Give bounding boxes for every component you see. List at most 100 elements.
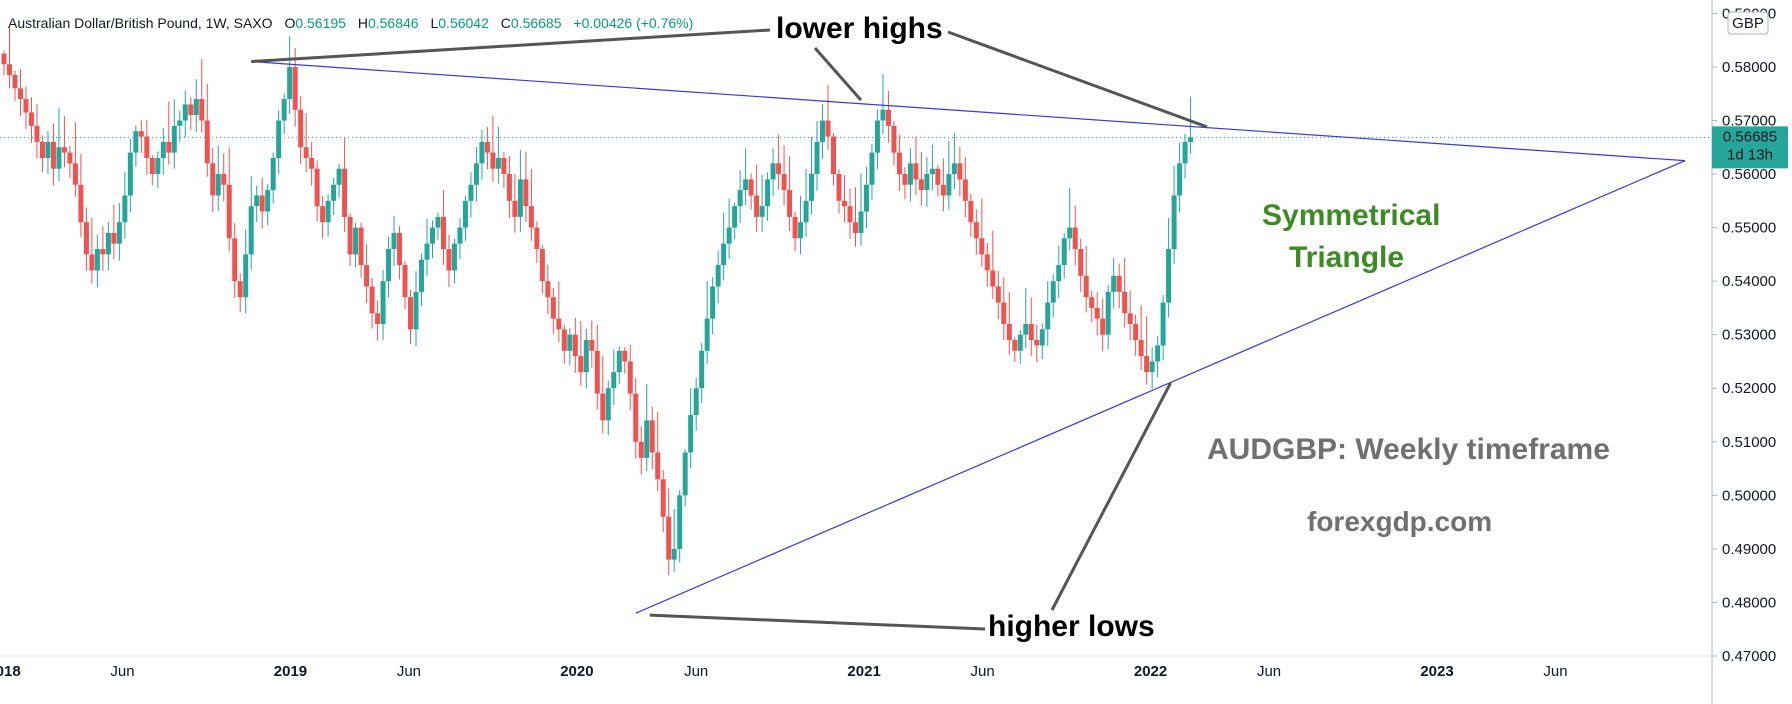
candle[interactable] (721, 212, 727, 280)
candle[interactable] (517, 150, 523, 233)
candle[interactable] (918, 151, 924, 206)
candle[interactable] (523, 151, 529, 222)
candle[interactable] (891, 121, 897, 166)
candle[interactable] (776, 134, 782, 190)
candle[interactable] (265, 184, 271, 226)
candle[interactable] (880, 73, 886, 135)
candle[interactable] (841, 175, 847, 223)
candle[interactable] (638, 426, 644, 475)
candle[interactable] (1, 50, 7, 76)
candle[interactable] (1023, 288, 1029, 349)
candle[interactable] (451, 238, 457, 284)
candle[interactable] (1144, 316, 1150, 385)
candle[interactable] (726, 198, 732, 260)
candle[interactable] (539, 244, 545, 294)
candle[interactable] (863, 167, 869, 229)
candle[interactable] (1127, 290, 1133, 341)
candle[interactable] (781, 145, 787, 206)
candle[interactable] (270, 152, 276, 204)
candle[interactable] (847, 188, 853, 240)
candle[interactable] (622, 347, 628, 374)
candle[interactable] (1078, 238, 1084, 292)
candle[interactable] (1083, 245, 1089, 313)
candle[interactable] (45, 130, 51, 175)
candle[interactable] (1182, 133, 1188, 179)
candle[interactable] (391, 215, 397, 266)
candle[interactable] (78, 153, 84, 238)
candle[interactable] (754, 164, 760, 232)
candle[interactable] (765, 172, 771, 221)
candle[interactable] (386, 236, 392, 298)
candle[interactable] (710, 277, 716, 335)
candle[interactable] (419, 253, 425, 306)
candle[interactable] (1028, 297, 1034, 356)
trendlines[interactable] (251, 60, 1686, 614)
candle[interactable] (528, 169, 534, 241)
candle[interactable] (885, 90, 891, 143)
candle[interactable] (276, 110, 282, 174)
candle[interactable] (874, 109, 880, 169)
candle[interactable] (495, 126, 501, 184)
candle[interactable] (83, 207, 89, 272)
candle[interactable] (655, 411, 661, 492)
candle[interactable] (303, 113, 309, 173)
candle[interactable] (347, 213, 353, 266)
candle[interactable] (298, 96, 304, 164)
candle[interactable] (397, 226, 403, 280)
candle[interactable] (1006, 292, 1012, 355)
candle[interactable] (594, 324, 600, 410)
candle[interactable] (28, 97, 34, 143)
candle[interactable] (589, 320, 595, 368)
candle[interactable] (1111, 258, 1117, 309)
candle[interactable] (567, 328, 573, 366)
candle[interactable] (671, 509, 677, 572)
candle[interactable] (1050, 274, 1056, 318)
candle[interactable] (94, 234, 100, 288)
candle[interactable] (61, 115, 67, 168)
candle[interactable] (704, 281, 710, 364)
candle[interactable] (913, 136, 919, 196)
candle[interactable] (221, 153, 227, 202)
candle[interactable] (1155, 336, 1161, 378)
candle[interactable] (155, 151, 161, 189)
candle[interactable] (506, 156, 512, 218)
candle[interactable] (336, 163, 342, 198)
candle[interactable] (627, 344, 633, 411)
candle[interactable] (545, 264, 551, 315)
candle[interactable] (732, 202, 738, 240)
candle[interactable] (484, 127, 490, 170)
candle[interactable] (809, 136, 815, 214)
candle[interactable] (490, 115, 496, 182)
candle[interactable] (666, 488, 672, 576)
candle[interactable] (353, 222, 359, 268)
candle[interactable] (852, 187, 858, 247)
candle[interactable] (984, 242, 990, 287)
candle[interactable] (248, 176, 254, 270)
candle[interactable] (100, 226, 106, 271)
candle[interactable] (138, 120, 144, 153)
candle[interactable] (770, 148, 776, 197)
candle[interactable] (896, 135, 902, 191)
candle[interactable] (803, 168, 809, 237)
candle[interactable] (133, 125, 139, 167)
candle[interactable] (320, 195, 326, 239)
candle[interactable] (940, 158, 946, 212)
candle[interactable] (990, 230, 996, 299)
candle[interactable] (962, 157, 968, 218)
candle[interactable] (171, 99, 177, 169)
candle[interactable] (281, 93, 287, 134)
candle[interactable] (468, 172, 474, 218)
candle[interactable] (929, 144, 935, 191)
candle[interactable] (605, 380, 611, 436)
candle[interactable] (995, 270, 1001, 320)
candle[interactable] (413, 271, 419, 347)
candle[interactable] (1188, 96, 1194, 154)
candle[interactable] (254, 185, 260, 222)
candle[interactable] (89, 217, 95, 284)
candle[interactable] (1116, 263, 1122, 309)
candle[interactable] (232, 223, 238, 298)
trendline-upper[interactable] (251, 60, 1686, 162)
candle[interactable] (122, 171, 128, 239)
candle[interactable] (1017, 329, 1023, 364)
